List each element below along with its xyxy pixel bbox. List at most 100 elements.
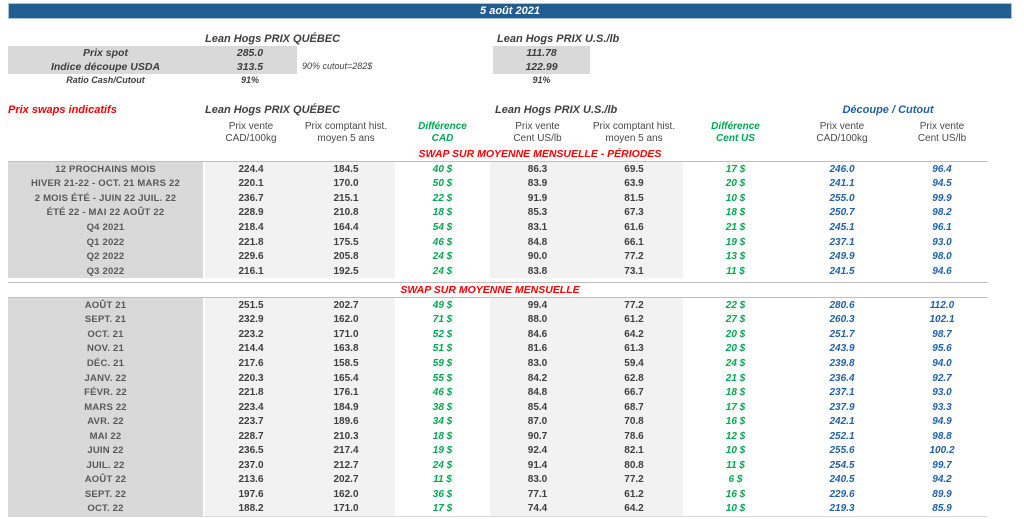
diff-cad-value: 46 $: [395, 385, 490, 400]
cutout-us-value: 95.6: [896, 341, 988, 357]
diff-us-value: 22 $: [683, 298, 788, 313]
us-hist-value: 64.2: [585, 327, 683, 342]
row-label: JANV. 22: [8, 370, 203, 386]
column-gap: [203, 176, 205, 192]
qc-vente-value: 228.9: [205, 205, 297, 221]
qc-hist-value: 202.7: [297, 472, 395, 488]
diff-us-value: 20 $: [683, 327, 788, 342]
swaps-quebec-title: Lean Hogs PRIX QUÉBEC: [205, 104, 341, 116]
us-hist-value: 81.5: [585, 191, 683, 206]
qc-hist-value: 184.9: [297, 399, 395, 415]
qc-vente-value: 221.8: [205, 234, 297, 250]
us-hist-value: 69.5: [585, 162, 683, 177]
us-hist-value: 61.3: [585, 341, 683, 357]
qc-vente-value: 224.4: [205, 162, 297, 177]
column-gap: [203, 234, 205, 250]
qc-vente-value: 216.1: [205, 263, 297, 279]
row-label: SEPT. 22: [8, 487, 203, 502]
column-gap: [203, 458, 205, 473]
column-gap: [203, 191, 205, 206]
cutout-us-value: 94.0: [896, 356, 988, 371]
us-vente-value: 85.3: [490, 205, 585, 221]
row-label: Q4 2021: [8, 220, 203, 235]
column-gap: [203, 327, 205, 342]
cutout-us-value: 98.2: [896, 205, 988, 221]
us-hist-value: 61.2: [585, 487, 683, 502]
cutout-us-value: 94.9: [896, 414, 988, 429]
us-vente-value: 77.1: [490, 487, 585, 502]
cutout-cad-value: 255.6: [788, 443, 896, 459]
diff-cad-value: 11 $: [395, 472, 490, 488]
us-vente-value: 86.3: [490, 162, 585, 177]
row-label: JUIL. 22: [8, 458, 203, 473]
row-label: ÉTÉ 22 - MAI 22 AOÛT 22: [8, 205, 203, 221]
cutout-us-value: 98.7: [896, 327, 988, 342]
qc-vente-value: 197.6: [205, 487, 297, 502]
cutout-us-value: 100.2: [896, 443, 988, 459]
diff-cad-value: 40 $: [395, 162, 490, 177]
us-vente-value: 84.6: [490, 327, 585, 342]
col-header-diff-us: Différence Cent US: [711, 121, 760, 144]
qc-hist-value: 202.7: [297, 298, 395, 313]
qc-vente-value: 213.6: [205, 472, 297, 488]
row-label: MARS 22: [8, 399, 203, 415]
col-header-qc-hist: Prix comptant hist. moyen 5 ans: [304, 121, 388, 144]
column-gap: [203, 263, 205, 279]
cutout-us-value: 93.0: [896, 234, 988, 250]
date-header-bar: 5 août 2021: [8, 3, 1012, 19]
diff-cad-value: 52 $: [395, 327, 490, 342]
column-header-row: Prix vente CAD/100kg Prix comptant hist. m…: [8, 121, 988, 144]
cutout-index-quebec-value: 313.5: [236, 61, 264, 73]
diff-us-value: 10 $: [683, 501, 788, 517]
qc-vente-value: 221.8: [205, 385, 297, 400]
us-vente-value: 74.4: [490, 501, 585, 517]
column-gap: [203, 205, 205, 221]
cutout-us-value: 96.4: [896, 162, 988, 177]
qc-vente-value: 237.0: [205, 458, 297, 473]
diff-us-value: 11 $: [683, 263, 788, 279]
us-hist-value: 77.2: [585, 249, 683, 264]
qc-hist-value: 184.5: [297, 162, 395, 177]
cutout-cad-value: 237.9: [788, 399, 896, 415]
col-header-cutout-us: Prix vente Cent US/lb: [917, 121, 967, 144]
cutout-cad-value: 260.3: [788, 312, 896, 328]
qc-vente-value: 223.2: [205, 327, 297, 342]
cutout-us-value: 102.1: [896, 312, 988, 328]
row-label: SEPT. 21: [8, 312, 203, 328]
qc-hist-value: 164.4: [297, 220, 395, 235]
us-hist-value: 62.8: [585, 370, 683, 386]
qc-hist-value: 215.1: [297, 191, 395, 206]
row-label: AOÛT 22: [8, 472, 203, 488]
diff-cad-value: 50 $: [395, 176, 490, 192]
qc-vente-value: 232.9: [205, 312, 297, 328]
us-hist-value: 68.7: [585, 399, 683, 415]
us-hist-value: 61.6: [585, 220, 683, 235]
us-hist-value: 77.2: [585, 472, 683, 488]
qc-hist-value: 205.8: [297, 249, 395, 264]
column-gap: [203, 414, 205, 429]
us-vente-value: 84.2: [490, 370, 585, 386]
cutout-us-value: 89.9: [896, 487, 988, 502]
spot-price-quebec-value: 285.0: [236, 47, 264, 59]
qc-vente-value: 217.6: [205, 356, 297, 371]
us-hist-value: 78.6: [585, 428, 683, 444]
spot-us-box: 111.78 122.99: [493, 46, 590, 74]
row-label: Q1 2022: [8, 234, 203, 250]
swaps-us-title: Lean Hogs PRIX U.S./lb: [495, 104, 618, 116]
qc-hist-value: 163.8: [297, 341, 395, 357]
diff-us-value: 18 $: [683, 205, 788, 221]
diff-cad-value: 59 $: [395, 356, 490, 371]
us-vente-value: 81.6: [490, 341, 585, 357]
diff-us-value: 19 $: [683, 234, 788, 250]
diff-us-value: 20 $: [683, 176, 788, 192]
qc-vente-value: 228.7: [205, 428, 297, 444]
cutout-us-value: 94.2: [896, 472, 988, 488]
cutout-cad-value: 237.1: [788, 234, 896, 250]
row-label: NOV. 21: [8, 341, 203, 357]
cutout-us-value: 92.7: [896, 370, 988, 386]
diff-cad-value: 17 $: [395, 501, 490, 517]
section-divider: [8, 282, 988, 283]
diff-cad-value: 18 $: [395, 428, 490, 444]
qc-hist-value: 192.5: [297, 263, 395, 279]
diff-cad-value: 38 $: [395, 399, 490, 415]
